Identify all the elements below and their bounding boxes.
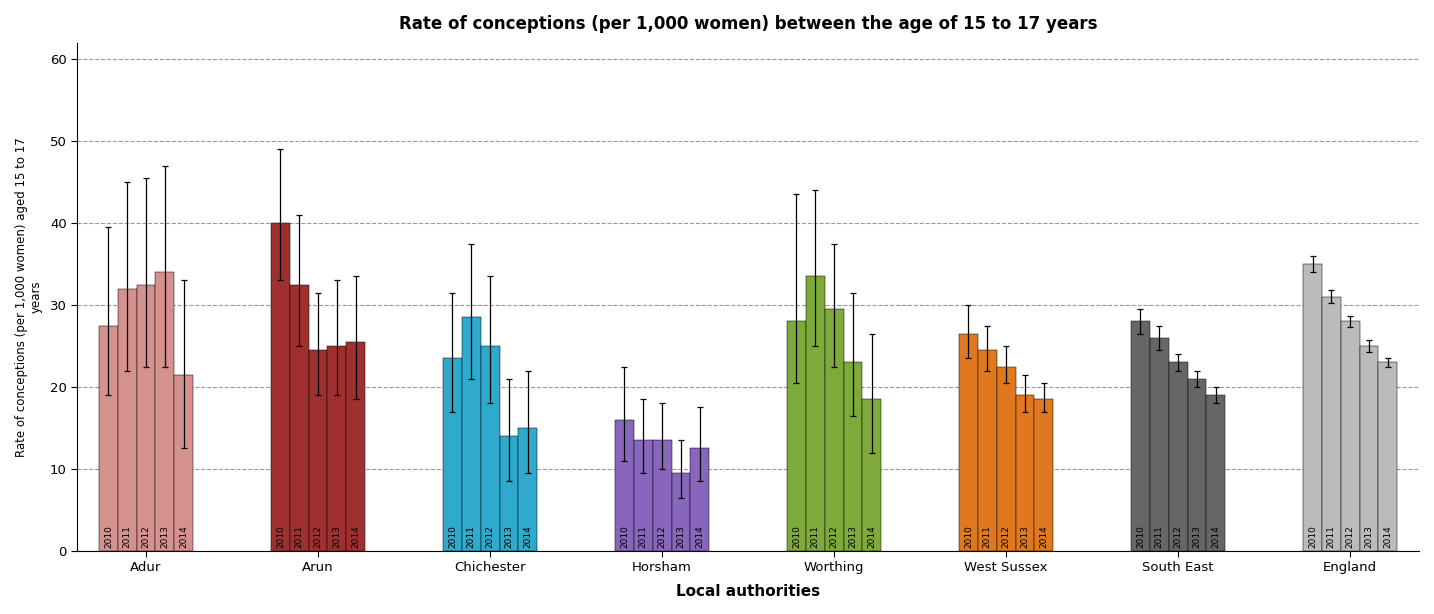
Bar: [118, 289, 136, 551]
Text: 2014: 2014: [351, 525, 360, 548]
Text: 2012: 2012: [658, 525, 667, 548]
Bar: [271, 223, 290, 551]
Text: 2014: 2014: [1212, 525, 1220, 548]
Text: 2013: 2013: [505, 525, 513, 548]
Bar: [1304, 264, 1322, 551]
Text: 2011: 2011: [810, 525, 820, 548]
Text: 2010: 2010: [619, 525, 630, 548]
X-axis label: Local authorities: Local authorities: [675, 584, 820, 599]
Bar: [690, 448, 710, 551]
Bar: [290, 284, 308, 551]
Text: 2012: 2012: [1173, 525, 1183, 548]
Text: 2010: 2010: [792, 525, 802, 548]
Bar: [1378, 362, 1397, 551]
Bar: [1131, 322, 1150, 551]
Bar: [1150, 338, 1169, 551]
Bar: [1187, 379, 1206, 551]
Text: 2014: 2014: [695, 525, 704, 548]
Bar: [443, 359, 462, 551]
Text: 2010: 2010: [964, 525, 972, 548]
Text: 2010: 2010: [1308, 525, 1316, 548]
Bar: [1169, 362, 1187, 551]
Text: 2010: 2010: [1136, 525, 1144, 548]
Bar: [1341, 322, 1359, 551]
Bar: [308, 350, 327, 551]
Text: 2012: 2012: [830, 525, 839, 548]
Bar: [978, 350, 997, 551]
Bar: [671, 473, 690, 551]
Bar: [462, 317, 480, 551]
Text: 2011: 2011: [1326, 525, 1336, 548]
Text: 2011: 2011: [295, 525, 304, 548]
Bar: [327, 346, 347, 551]
Text: 2012: 2012: [314, 525, 323, 548]
Bar: [480, 346, 499, 551]
Y-axis label: Rate of conceptions (per 1,000 women) aged 15 to 17
years: Rate of conceptions (per 1,000 women) ag…: [14, 137, 43, 457]
Text: 2010: 2010: [103, 525, 113, 548]
Text: 2014: 2014: [1040, 525, 1048, 548]
Bar: [652, 440, 671, 551]
Text: 2011: 2011: [638, 525, 648, 548]
Bar: [997, 367, 1015, 551]
Text: 2011: 2011: [123, 525, 132, 548]
Text: 2011: 2011: [466, 525, 476, 548]
Text: 2014: 2014: [523, 525, 532, 548]
Bar: [634, 440, 652, 551]
Text: 2014: 2014: [179, 525, 188, 548]
Bar: [843, 362, 862, 551]
Text: 2010: 2010: [275, 525, 285, 548]
Bar: [1359, 346, 1378, 551]
Text: 2010: 2010: [447, 525, 457, 548]
Text: 2013: 2013: [1365, 525, 1374, 548]
Bar: [155, 272, 175, 551]
Bar: [615, 420, 634, 551]
Bar: [518, 428, 538, 551]
Text: 2013: 2013: [677, 525, 685, 548]
Bar: [1015, 395, 1034, 551]
Bar: [99, 325, 118, 551]
Text: 2012: 2012: [142, 525, 151, 548]
Bar: [499, 436, 518, 551]
Title: Rate of conceptions (per 1,000 women) between the age of 15 to 17 years: Rate of conceptions (per 1,000 women) be…: [399, 15, 1097, 33]
Bar: [787, 322, 806, 551]
Text: 2014: 2014: [1384, 525, 1392, 548]
Bar: [959, 334, 978, 551]
Text: 2013: 2013: [1193, 525, 1202, 548]
Bar: [1322, 297, 1341, 551]
Text: 2013: 2013: [1021, 525, 1030, 548]
Text: 2013: 2013: [161, 525, 169, 548]
Bar: [825, 309, 843, 551]
Text: 2011: 2011: [982, 525, 992, 548]
Bar: [347, 342, 366, 551]
Text: 2014: 2014: [868, 525, 876, 548]
Bar: [1206, 395, 1225, 551]
Bar: [175, 375, 194, 551]
Text: 2012: 2012: [1002, 525, 1011, 548]
Text: 2011: 2011: [1154, 525, 1164, 548]
Text: 2013: 2013: [333, 525, 341, 548]
Text: 2012: 2012: [486, 525, 495, 548]
Bar: [806, 276, 825, 551]
Bar: [136, 284, 155, 551]
Text: 2013: 2013: [849, 525, 858, 548]
Bar: [862, 399, 882, 551]
Bar: [1034, 399, 1053, 551]
Text: 2012: 2012: [1345, 525, 1355, 548]
